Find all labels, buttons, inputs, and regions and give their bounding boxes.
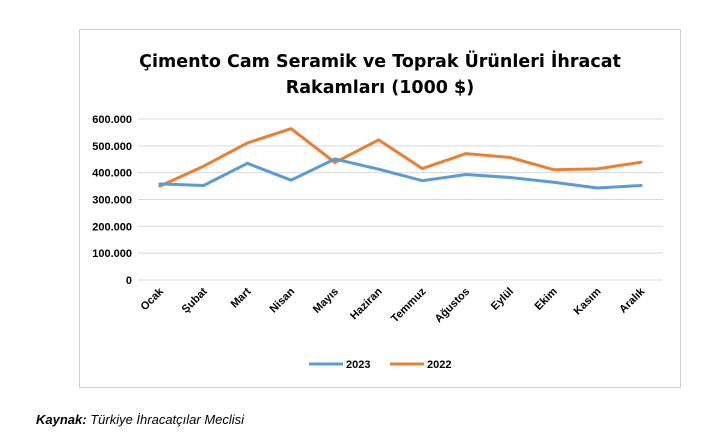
x-tick-label: Kasım — [572, 285, 604, 317]
y-tick-label: 100.000 — [92, 248, 132, 260]
x-tick-label: Mayıs — [311, 286, 341, 316]
x-tick-label: Ocak — [138, 285, 166, 313]
x-tick-label: Temmuz — [389, 285, 429, 325]
x-tick-label: Nisan — [268, 285, 298, 315]
y-tick-label: 300.000 — [92, 195, 132, 207]
y-tick-label: 600.000 — [92, 114, 132, 126]
legend-label-2022: 2022 — [427, 359, 451, 371]
series-line-2023 — [158, 157, 643, 190]
y-tick-label: 200.000 — [92, 221, 132, 233]
chart-title-line-1: Çimento Cam Seramik ve Toprak Ürünleri İ… — [139, 50, 621, 72]
y-axis-ticks: 0 100.000 200.000 300.000 400.000 500.000 600.… — [92, 114, 132, 287]
y-tick-label: 500.000 — [92, 141, 132, 153]
x-tick-label: Haziran — [348, 285, 385, 322]
gridlines — [138, 118, 663, 281]
chart-title-line-2: Rakamları (1000 $) — [286, 78, 474, 98]
source-text: Türkiye İhracatçılar Meclisi — [86, 412, 245, 427]
x-axis-ticks: Ocak Şubat Mart Nisan Mayıs Haziran Temmuz Ağus… — [138, 285, 647, 325]
series-line-2022 — [158, 127, 643, 188]
source-label: Kaynak: — [36, 412, 87, 427]
x-tick-label: Aralık — [617, 285, 648, 316]
legend-label-2023: 2023 — [346, 359, 370, 371]
source-note: Kaynak: Türkiye İhracatçılar Meclisi — [36, 412, 244, 427]
x-tick-label: Şubat — [180, 285, 210, 315]
y-tick-label: 0 — [126, 275, 132, 287]
legend: 2023 2022 — [309, 359, 451, 371]
chart-area: Çimento Cam Seramik ve Toprak Ürünleri İ… — [79, 29, 681, 388]
y-tick-label: 400.000 — [92, 168, 132, 180]
x-tick-label: Eylül — [489, 286, 516, 313]
x-tick-label: Ekim — [533, 285, 560, 312]
series-lines — [158, 127, 643, 190]
x-tick-label: Ağustos — [433, 286, 473, 326]
line-chart: Çimento Cam Seramik ve Toprak Ürünleri İ… — [92, 50, 663, 371]
x-tick-label: Mart — [229, 285, 254, 310]
